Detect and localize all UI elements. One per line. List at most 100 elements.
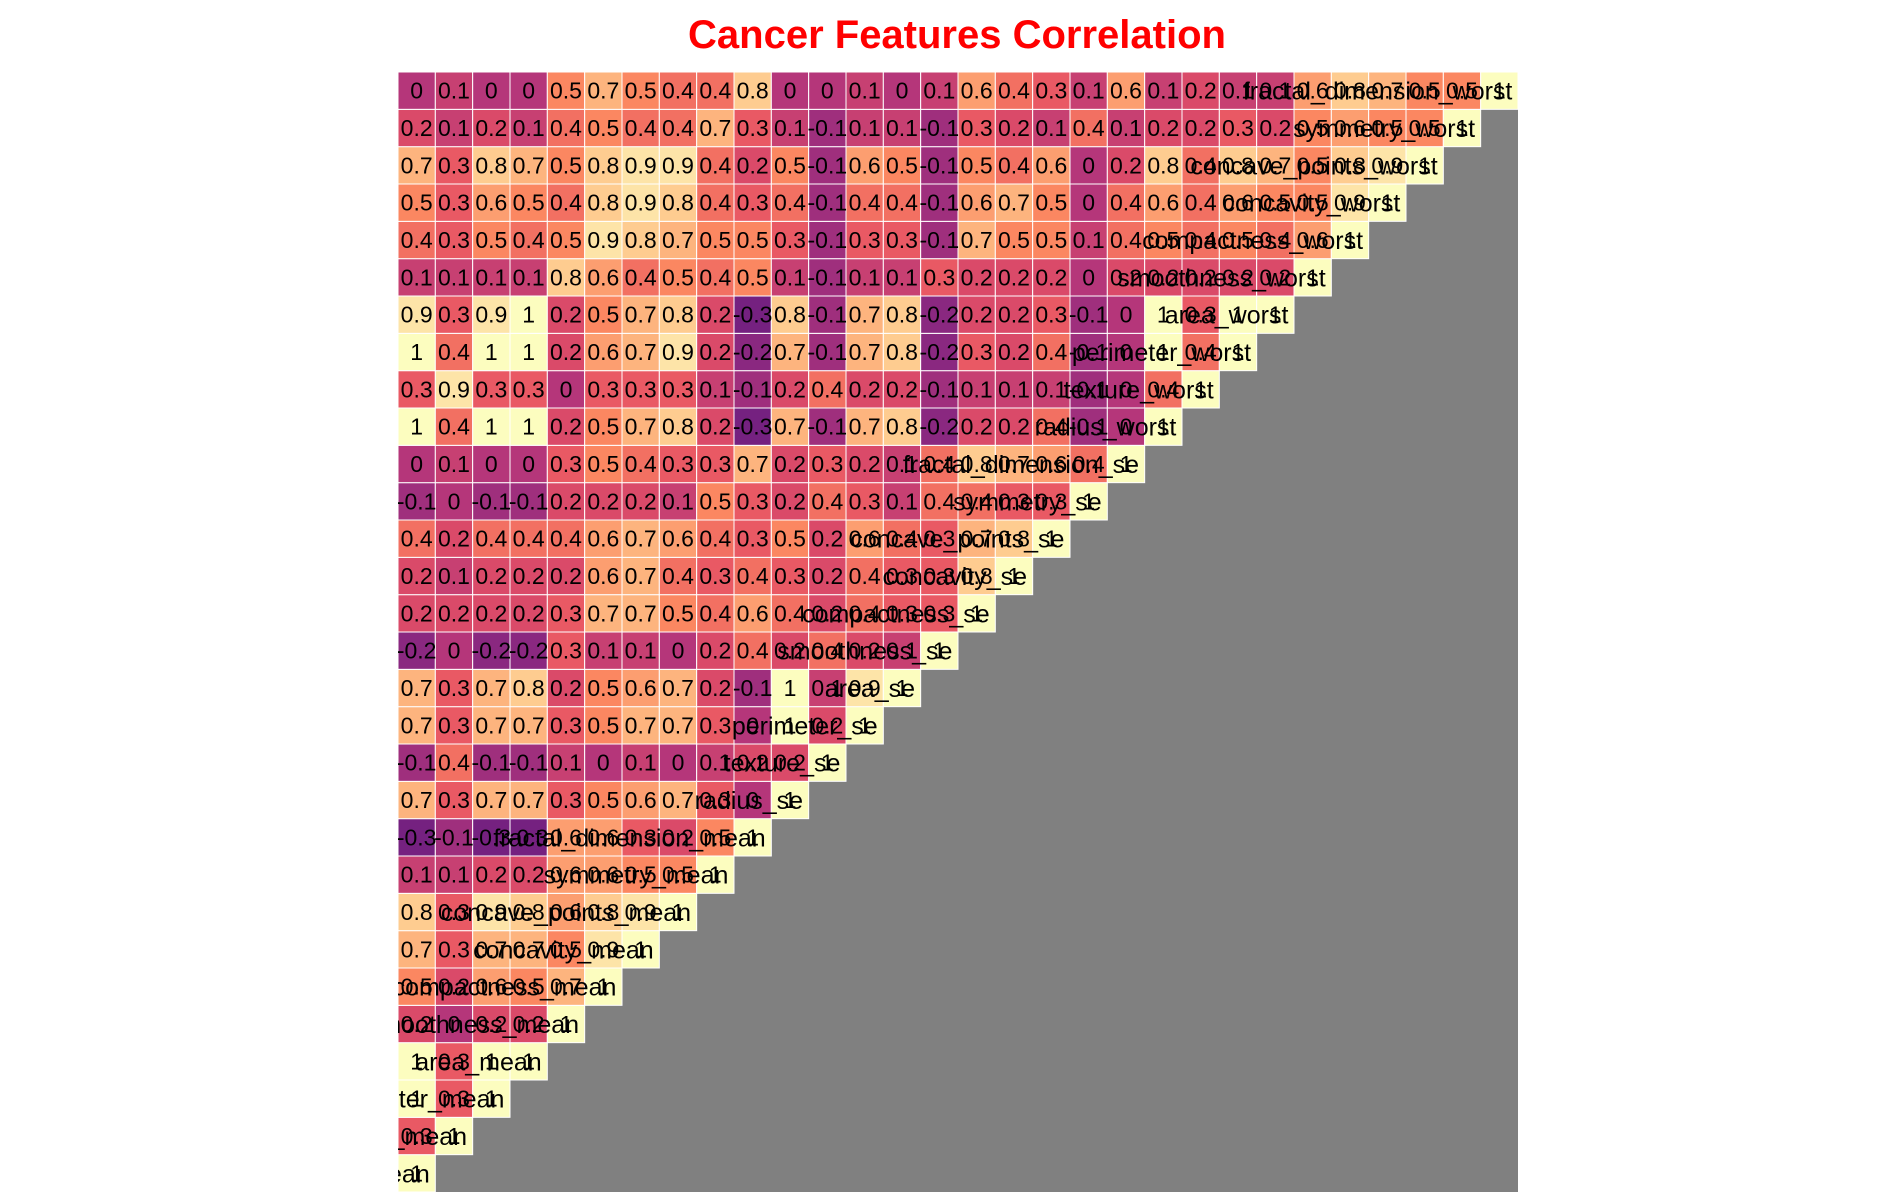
- heatmap-cell: [398, 594, 436, 633]
- cell-value-label: 1: [485, 1048, 498, 1074]
- cell-value-label: 0.4: [625, 451, 657, 477]
- cell-value-label: 0.3: [625, 376, 657, 402]
- cell-value-label: 0.2: [550, 302, 582, 328]
- cell-value-label: 1: [896, 675, 909, 701]
- feature-label: texture_worst: [1064, 376, 1214, 404]
- heatmap-cell: [1106, 407, 1146, 446]
- cell-value-label: 0.5: [998, 227, 1030, 253]
- cell-value-label: 0.2: [1259, 264, 1291, 290]
- cell-value-label: 0.1: [1110, 115, 1142, 141]
- cell-value-label: 0.5: [662, 264, 694, 290]
- cell-value-label: -0.3: [509, 824, 549, 850]
- heatmap-cell: [696, 370, 735, 409]
- cell-value-label: 0.6: [587, 824, 619, 850]
- heatmap-cell: [509, 72, 548, 110]
- cell-value-label: -0.2: [733, 339, 773, 365]
- cell-value-label: 0.5: [401, 974, 433, 1000]
- cell-value-label: 0.2: [550, 488, 582, 514]
- heatmap-cell: [584, 967, 623, 1006]
- cell-value-label: 0.4: [1185, 227, 1217, 253]
- cell-value-label: 0.2: [961, 414, 993, 440]
- heatmap-cell: [733, 258, 772, 297]
- cell-value-label: 1: [485, 414, 498, 440]
- cell-value-label: 0.2: [1185, 264, 1217, 290]
- cell-value-label: 0.6: [737, 600, 769, 626]
- cell-value-label: 1: [1418, 152, 1431, 178]
- heatmap-cell: [398, 295, 436, 334]
- heatmap-cell: [920, 183, 959, 222]
- feature-label: perimeter_mean: [322, 1086, 504, 1114]
- cell-value-label: 0.2: [886, 376, 918, 402]
- cell-value-label: 0.2: [849, 451, 881, 477]
- cell-value-label: 0.7: [849, 339, 881, 365]
- cell-value-label: 0: [746, 787, 759, 813]
- cell-value-label: 0.2: [550, 339, 582, 365]
- cell-value-label: 0.4: [475, 526, 507, 552]
- cell-value-label: 0.2: [401, 115, 433, 141]
- cell-value-label: -0.3: [397, 824, 437, 850]
- cell-value-label: 0.2: [550, 675, 582, 701]
- heatmap-cell: [1144, 295, 1183, 334]
- heatmap-cell: [398, 556, 436, 596]
- cell-value-label: 0.3: [438, 936, 470, 962]
- heatmap-cell: [398, 72, 436, 110]
- cell-value-label: 0.1: [438, 264, 470, 290]
- cell-value-label: 0.7: [662, 675, 694, 701]
- cell-value-label: 1: [784, 787, 797, 813]
- heatmap-cell: [1480, 72, 1518, 110]
- cell-value-label: -0.1: [920, 152, 960, 178]
- heatmap-cell: [434, 482, 474, 521]
- heatmap-cell: [658, 258, 698, 297]
- cell-value-label: 0.4: [923, 451, 955, 477]
- cell-value-label: 0.6: [1035, 451, 1067, 477]
- cell-value-label: 0.2: [1147, 264, 1179, 290]
- heatmap-cell: [1256, 295, 1295, 334]
- heatmap-cell: [584, 183, 623, 222]
- feature-label: radius_se: [695, 787, 803, 815]
- cell-value-label: 0.1: [886, 451, 918, 477]
- feature-label: compactness_worst: [1142, 227, 1363, 255]
- cell-value-label: 0.4: [401, 227, 433, 253]
- cell-value-label: 0.7: [1371, 78, 1403, 104]
- cell-value-label: 0.4: [550, 115, 582, 141]
- cell-value-label: 0.7: [662, 227, 694, 253]
- heatmap-cell: [1293, 220, 1332, 260]
- heatmap-cell: [584, 370, 623, 409]
- cell-value-label: 0.3: [923, 264, 955, 290]
- cell-value-label: 0.5: [1371, 115, 1403, 141]
- heatmap-cell: [1032, 444, 1071, 484]
- heatmap-cell: [957, 146, 996, 185]
- heatmap-cell: [845, 220, 884, 260]
- cell-value-label: 0.7: [961, 227, 993, 253]
- heatmap-cell: [994, 258, 1034, 297]
- cell-value-label: 0.6: [625, 675, 657, 701]
- heatmap-cell: [621, 146, 660, 185]
- cell-value-label: 0.1: [438, 115, 470, 141]
- heatmap-cell: [434, 220, 474, 260]
- cell-value-label: 0.2: [438, 974, 470, 1000]
- cell-value-label: 0.7: [401, 936, 433, 962]
- heatmap-cell: [845, 108, 884, 148]
- heatmap-cell: [1218, 220, 1258, 260]
- cell-value-label: 0.7: [513, 152, 545, 178]
- heatmap-cell: [920, 220, 959, 260]
- heatmap-cell: [920, 258, 959, 297]
- cell-value-label: 1: [1194, 376, 1207, 402]
- heatmap-cell: [1144, 108, 1183, 148]
- heatmap-cell: [957, 220, 996, 260]
- heatmap-cell: [398, 146, 436, 185]
- cell-value-label: 0.1: [774, 115, 806, 141]
- heatmap-cell: [845, 556, 884, 596]
- cell-value-label: 1: [410, 1048, 423, 1074]
- cell-value-label: 1: [522, 302, 535, 328]
- cell-value-label: -0.1: [808, 190, 848, 216]
- cell-value-label: 0.3: [401, 376, 433, 402]
- cell-value-label: 0.3: [1035, 488, 1067, 514]
- cell-value-label: 0.2: [1259, 115, 1291, 141]
- heatmap-cell: [1106, 370, 1146, 409]
- heatmap-cell: [808, 631, 847, 670]
- cell-value-label: 0.2: [475, 563, 507, 589]
- cell-value-label: 0.6: [1222, 190, 1254, 216]
- heatmap-cell: [808, 482, 847, 521]
- feature-label: texture_mean: [314, 1123, 467, 1151]
